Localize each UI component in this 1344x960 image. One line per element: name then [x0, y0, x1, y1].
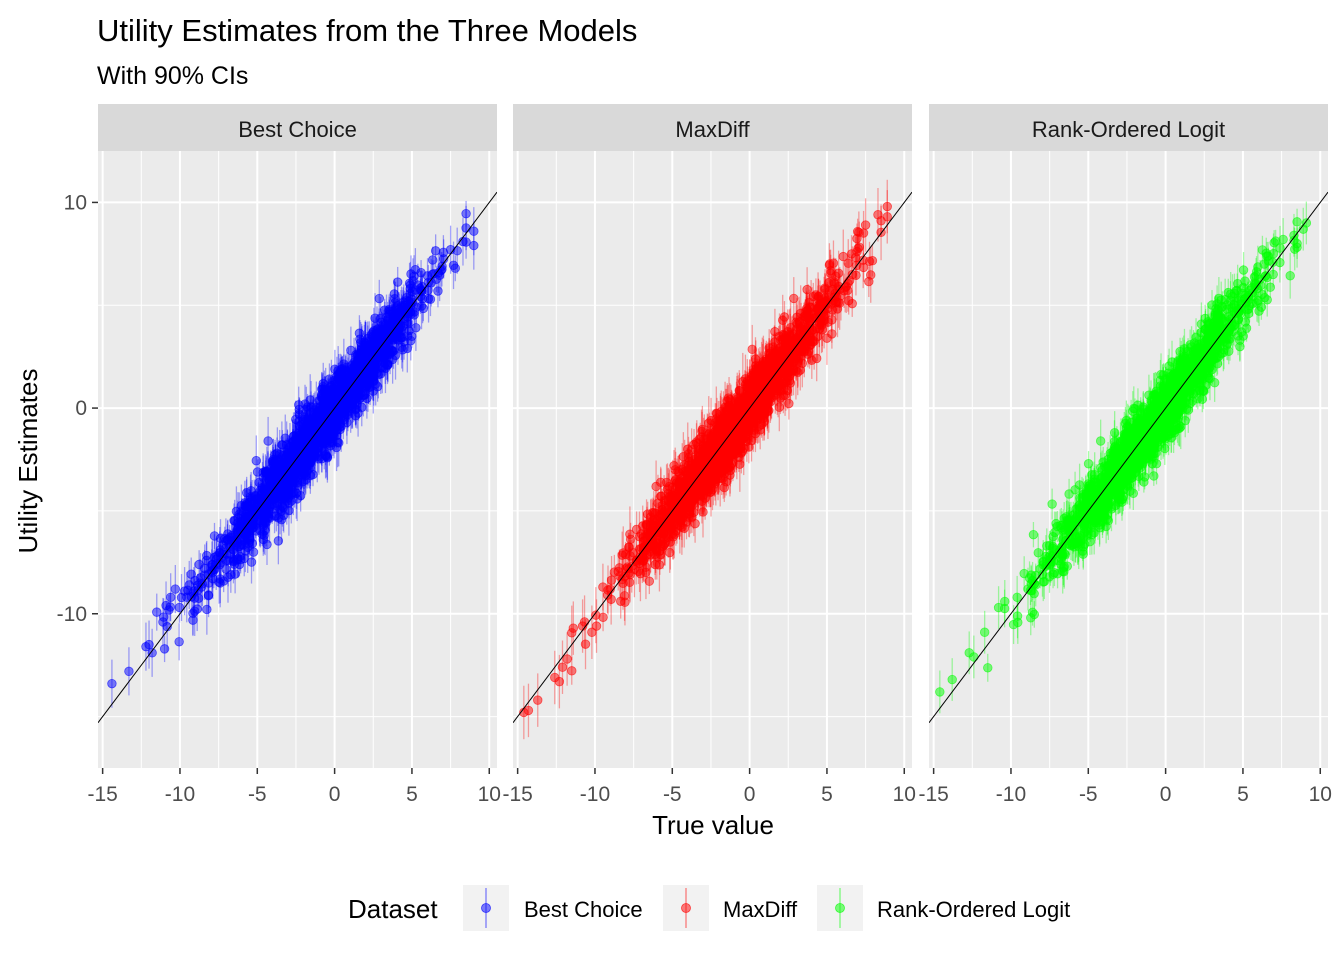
data-point: [403, 316, 413, 327]
data-point: [369, 356, 379, 366]
data-point: [280, 433, 290, 443]
data-point: [387, 345, 397, 356]
x-tick-label: 5: [406, 783, 418, 806]
data-point: [170, 584, 181, 594]
data-point: [389, 289, 400, 299]
data-point: [229, 559, 240, 569]
data-point: [263, 486, 273, 497]
data-point: [393, 277, 403, 287]
data-point: [357, 402, 367, 413]
data-point: [461, 208, 471, 219]
data-point: [336, 366, 347, 377]
data-point: [165, 592, 176, 602]
data-point: [286, 453, 296, 463]
y-tick-label: -10: [57, 603, 87, 626]
facet-panel: MaxDiff-15 -10 -5 0 5 10: [502, 104, 916, 806]
chart-subtitle: With 90% CIs: [97, 62, 248, 90]
data-point: [267, 474, 277, 485]
x-tick-label: -10: [165, 783, 195, 806]
data-point: [379, 353, 389, 363]
data-point: [866, 270, 876, 280]
data-point: [238, 515, 248, 526]
data-point: [159, 644, 170, 654]
data-point: [374, 293, 384, 304]
data-point: [317, 443, 327, 453]
facet-panel: Best Choice -15 -10 -5 0 5 10 -10 0 10: [57, 104, 501, 806]
data-point: [241, 488, 252, 498]
data-point: [236, 500, 247, 511]
data-point: [274, 486, 284, 496]
data-point: [161, 600, 171, 611]
data-point: [433, 286, 443, 296]
data-point: [410, 265, 421, 275]
data-point: [207, 559, 218, 570]
data-point: [107, 678, 117, 689]
x-tick-label: 10: [478, 783, 501, 806]
data-point: [217, 540, 228, 550]
data-point: [392, 315, 402, 325]
data-point: [273, 536, 284, 546]
data-point: [376, 330, 387, 341]
data-point: [416, 301, 427, 311]
facet-strip: [98, 104, 497, 151]
data-point: [328, 426, 338, 437]
data-point: [200, 563, 210, 574]
facet-strip-label: Best Choice: [238, 117, 357, 142]
data-point: [450, 263, 461, 273]
data-point: [294, 400, 304, 410]
y-tick-label: 10: [64, 191, 87, 214]
data-point: [323, 398, 334, 408]
data-layer: [98, 191, 497, 724]
data-point: [203, 590, 214, 600]
data-point: [407, 297, 418, 308]
data-point: [251, 456, 261, 466]
data-point: [248, 547, 259, 557]
data-point: [255, 517, 265, 528]
data-point: [246, 557, 257, 567]
data-point: [423, 294, 434, 304]
data-point: [238, 540, 249, 550]
facet-strip-label: MaxDiff: [675, 117, 750, 142]
data-point: [263, 436, 273, 446]
data-point: [218, 576, 229, 586]
data-point: [305, 463, 315, 473]
data-point: [202, 604, 212, 615]
x-tick-label: -5: [248, 783, 267, 806]
chart-title: Utility Estimates from the Three Models: [97, 13, 637, 48]
data-point: [361, 372, 371, 383]
y-tick-label: 0: [75, 397, 87, 420]
data-point: [124, 666, 134, 677]
data-point: [247, 538, 258, 549]
data-point: [294, 460, 305, 471]
data-point: [307, 453, 317, 464]
data-point: [402, 343, 413, 354]
data-point: [278, 502, 288, 513]
data-point: [428, 255, 438, 265]
data-point: [294, 410, 305, 420]
data-point: [469, 240, 479, 251]
data-point: [202, 550, 212, 561]
data-point: [354, 328, 365, 338]
data-point: [361, 339, 371, 349]
data-point: [174, 637, 184, 647]
data-point: [343, 401, 354, 412]
x-tick-label: -15: [87, 783, 117, 806]
data-point: [147, 648, 157, 658]
data-point: [195, 573, 206, 583]
data-point: [295, 436, 306, 446]
data-point: [316, 407, 326, 417]
data-point: [152, 607, 162, 617]
facet-panels: Best Choice-15 -10 -5 0 5 10-10010MaxDiff-15-…: [57, 104, 1332, 806]
x-tick-label: 0: [329, 783, 341, 806]
